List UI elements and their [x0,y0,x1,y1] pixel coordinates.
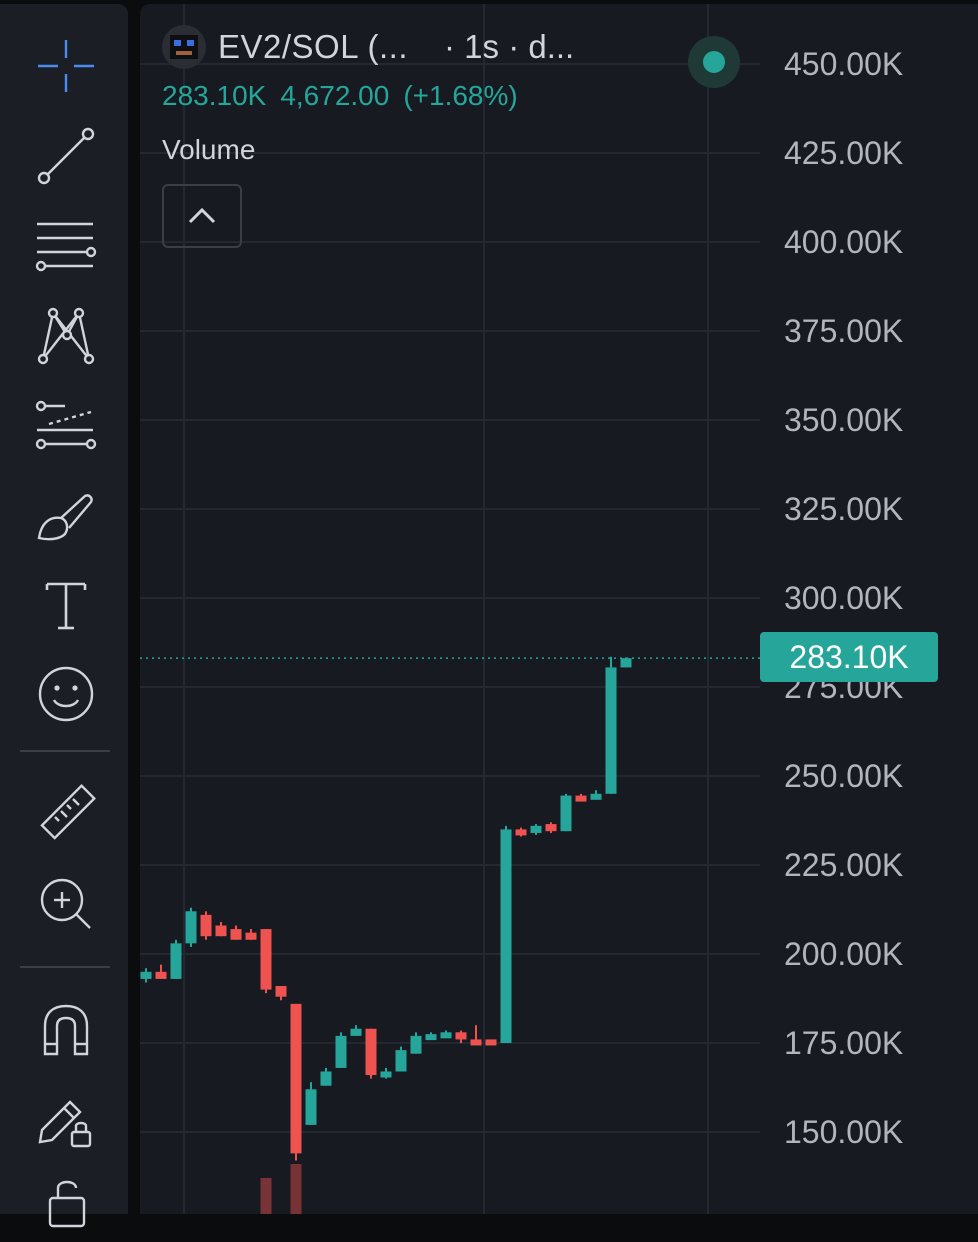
zoom-in-icon [40,878,91,929]
candlestick-chart[interactable] [140,4,978,1214]
legend-last-price: 283.10K [162,80,267,111]
price-tick-label: 250.00K [784,758,904,794]
candle-body [245,932,257,940]
last-price-label: 283.10K [760,632,938,682]
price-tick-label: 325.00K [784,491,904,527]
candle-body [425,1034,437,1041]
candle-body [215,925,227,937]
lock-drawing-icon [38,1100,92,1148]
crosshair-tool[interactable] [22,30,110,102]
pattern-icon [37,307,95,365]
live-dot-icon [703,51,725,73]
candle-body [275,986,287,997]
candle-body [260,929,272,990]
chart-legend: EV2/SOL (... · 1s · d... 283.10K 4,672.00… [162,22,740,248]
price-axis[interactable]: 450.00K 425.00K 400.00K 375.00K 350.00K 325.0… [784,0,978,1200]
price-summary: 283.10K 4,672.00 (+1.68%) [162,80,574,112]
robot-face-icon [170,35,198,59]
price-tick-label: 450.00K [784,46,904,82]
price-tick-label: 200.00K [784,936,904,972]
candle-body [470,1039,482,1046]
candle-body [230,929,242,940]
price-tick-label: 175.00K [784,1025,904,1061]
drawing-toolbar [0,4,128,1228]
crosshair-icon [38,40,94,92]
unlock-tool[interactable] [22,1170,110,1242]
text-icon [45,582,87,630]
toolbar-divider [20,750,110,752]
candle-body [590,793,602,800]
candle-body [365,1028,377,1076]
price-tick-label: 300.00K [784,580,904,616]
chevron-up-icon [188,207,216,224]
candle-body [170,943,182,979]
volume-bar [290,1164,302,1214]
candle-body [200,914,212,937]
collapse-indicators-button[interactable] [162,184,242,248]
candle-body [305,1089,317,1125]
candle-body [500,829,512,1043]
price-tick-label: 400.00K [784,224,904,260]
candle-body [560,795,572,832]
trend-line-icon [37,127,95,185]
live-status-indicator [688,36,740,88]
candle-body [410,1035,422,1054]
candle-body [620,658,632,668]
emoji-tool[interactable] [22,658,110,730]
price-tick-label: 225.00K [784,847,904,883]
price-tick-label: 350.00K [784,402,904,438]
horizontal-lines-tool[interactable] [22,210,110,282]
trend-line-tool[interactable] [22,120,110,192]
forecast-tool[interactable] [22,390,110,462]
legend-change-percent: (+1.68%) [403,80,518,111]
unlock-icon [48,1180,86,1228]
candle-body [545,824,557,832]
candle-body [530,825,542,833]
candle-body [155,971,167,979]
candle-body [140,971,152,979]
price-tick-label: 425.00K [784,135,904,171]
toolbar-divider [20,966,110,968]
symbol-name[interactable]: EV2/SOL (... [218,28,409,65]
text-tool[interactable] [22,570,110,642]
volume-bar [260,1178,272,1214]
candle-body [320,1071,332,1086]
emoji-icon [38,666,94,722]
brush-tool[interactable] [22,480,110,552]
candle-body [575,795,587,802]
interval-label[interactable]: · 1s · d... [444,28,575,65]
ruler-icon [40,784,96,840]
candle-body [605,667,617,794]
pattern-tool[interactable] [22,300,110,372]
forecast-icon [35,400,97,450]
ruler-tool[interactable] [22,778,110,850]
candle-body [290,1003,302,1154]
magnet-icon [43,1004,89,1056]
price-tick-label: 150.00K [784,1114,904,1150]
zoom-in-tool[interactable] [22,868,110,940]
brush-icon [37,494,93,541]
candle-body [185,911,197,944]
candle-body [350,1028,362,1036]
candle-body [455,1032,467,1040]
magnet-tool[interactable] [22,994,110,1066]
legend-change: 4,672.00 [280,80,390,111]
volume-indicator-label[interactable]: Volume [162,134,256,165]
candle-body [485,1039,497,1046]
candle-body [515,829,527,836]
token-avatar [162,25,206,69]
chart-panel[interactable]: EV2/SOL (... · 1s · d... 283.10K 4,672.00… [140,4,978,1214]
candle-body [440,1032,452,1039]
price-tick-label: 375.00K [784,313,904,349]
candle-body [335,1035,347,1068]
candle-body [380,1071,392,1078]
candle-body [395,1050,407,1072]
lock-drawing-tool[interactable] [22,1084,110,1156]
horizontal-lines-icon [35,222,97,272]
